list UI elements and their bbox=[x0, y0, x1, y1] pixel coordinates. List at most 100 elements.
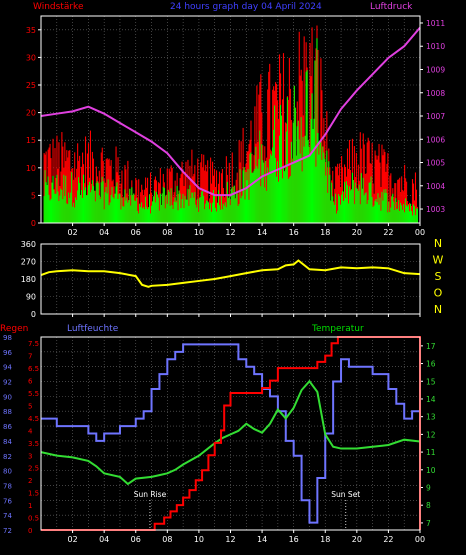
compass-label: W bbox=[433, 254, 444, 267]
wind-axis-title: Windstärke bbox=[33, 2, 84, 12]
humidity-y-tick-label: 72 bbox=[3, 527, 12, 535]
rain-y-tick-label: 3 bbox=[28, 452, 32, 460]
direction-y-tick-label: 0 bbox=[31, 310, 36, 319]
pressure-y-tick-label: 1009 bbox=[426, 65, 445, 74]
p1-x-tick-label: 20 bbox=[352, 228, 362, 237]
wind-y-tick-label: 30 bbox=[26, 53, 36, 62]
rain-y-tick-label: 6.5 bbox=[28, 365, 39, 373]
humidity-y-tick-label: 90 bbox=[3, 393, 12, 401]
humidity-axis-title: Luftfeuchte bbox=[67, 324, 119, 334]
humidity-y-tick-label: 82 bbox=[3, 453, 12, 461]
p3-x-tick-label: 16 bbox=[289, 535, 299, 544]
rain-axis-title: Regen bbox=[0, 324, 28, 334]
p1-x-tick-label: 06 bbox=[131, 228, 141, 237]
temperature-y-tick-label: 17 bbox=[426, 342, 436, 351]
wind-y-tick-label: 10 bbox=[26, 164, 36, 173]
humidity-y-tick-label: 96 bbox=[3, 349, 12, 357]
humidity-y-tick-label: 74 bbox=[3, 512, 12, 520]
p1-x-tick-label: 04 bbox=[99, 228, 109, 237]
p1-x-tick-label: 10 bbox=[194, 228, 204, 237]
p3-x-tick-label: 12 bbox=[225, 535, 235, 544]
pressure-y-tick-label: 1003 bbox=[426, 205, 445, 214]
compass-label: S bbox=[435, 270, 442, 283]
p1-x-tick-label: 00 bbox=[415, 228, 425, 237]
pressure-y-tick-label: 1011 bbox=[426, 19, 445, 28]
pressure-y-tick-label: 1010 bbox=[426, 42, 445, 51]
rain-y-tick-label: 7 bbox=[28, 353, 32, 361]
pressure-axis-title: Luftdruck bbox=[370, 2, 413, 12]
compass-label: N bbox=[434, 303, 442, 316]
rain-y-tick-label: 2.5 bbox=[28, 465, 39, 473]
rain-humidity-temperature-panel: 727476788082848688909294969800.511.522.5… bbox=[3, 334, 436, 544]
wind-pressure-panel: 0510152025303510031004100510061007100810… bbox=[26, 15, 445, 237]
pressure-y-tick-label: 1005 bbox=[426, 159, 445, 168]
temperature-line bbox=[40, 379, 421, 486]
humidity-y-tick-label: 94 bbox=[3, 364, 12, 372]
humidity-y-tick-label: 84 bbox=[3, 438, 12, 446]
rain-y-tick-label: 7.5 bbox=[28, 340, 39, 348]
rain-y-tick-label: 6 bbox=[28, 378, 33, 386]
humidity-y-tick-label: 88 bbox=[3, 408, 12, 416]
rain-y-tick-label: 4 bbox=[28, 427, 33, 435]
p1-x-tick-label: 14 bbox=[257, 228, 267, 237]
temperature-y-tick-label: 10 bbox=[426, 466, 436, 475]
temperature-axis-title: Temperatur bbox=[311, 324, 364, 334]
pressure-y-tick-label: 1004 bbox=[426, 182, 445, 191]
pressure-y-tick-label: 1006 bbox=[426, 135, 445, 144]
direction-y-tick-label: 270 bbox=[21, 258, 36, 267]
rain-y-tick-label: 5.5 bbox=[28, 390, 39, 398]
wind-direction-line bbox=[40, 259, 421, 288]
rain-y-tick-label: 0 bbox=[28, 527, 32, 535]
humidity-y-tick-label: 78 bbox=[3, 482, 12, 490]
p3-x-tick-label: 08 bbox=[162, 535, 172, 544]
temperature-y-tick-label: 8 bbox=[426, 501, 431, 510]
humidity-y-tick-label: 76 bbox=[3, 497, 12, 505]
temperature-y-tick-label: 13 bbox=[426, 413, 436, 422]
p1-x-tick-label: 08 bbox=[162, 228, 172, 237]
direction-y-tick-label: 360 bbox=[21, 240, 36, 249]
temperature-y-tick-label: 14 bbox=[426, 395, 436, 404]
rain-y-tick-label: 0.5 bbox=[28, 515, 39, 523]
rain-y-tick-label: 5 bbox=[28, 402, 32, 410]
rain-line bbox=[41, 336, 421, 531]
pressure-y-tick-label: 1007 bbox=[426, 112, 445, 121]
temperature-y-tick-label: 15 bbox=[426, 377, 436, 386]
humidity-y-tick-label: 86 bbox=[3, 423, 12, 431]
rain-y-tick-label: 4.5 bbox=[28, 415, 39, 423]
temperature-y-tick-label: 12 bbox=[426, 430, 436, 439]
rain-y-tick-label: 1.5 bbox=[28, 490, 39, 498]
humidity-y-tick-label: 80 bbox=[3, 468, 12, 476]
sun-marker-label: Sun Set bbox=[331, 490, 360, 499]
p3-x-tick-label: 04 bbox=[99, 535, 109, 544]
wind-y-tick-label: 15 bbox=[26, 136, 36, 145]
chart-title: 24 hours graph day 04 April 2024 bbox=[170, 2, 322, 12]
wind-y-tick-label: 35 bbox=[26, 26, 36, 35]
humidity-y-tick-label: 92 bbox=[3, 379, 12, 387]
rain-y-tick-label: 2 bbox=[28, 477, 32, 485]
p3-x-tick-label: 22 bbox=[383, 535, 393, 544]
direction-y-tick-label: 90 bbox=[26, 293, 36, 302]
p3-x-tick-label: 06 bbox=[131, 535, 141, 544]
p1-x-tick-label: 02 bbox=[67, 228, 77, 237]
direction-y-tick-label: 180 bbox=[21, 275, 36, 284]
p3-x-tick-label: 10 bbox=[194, 535, 204, 544]
p3-x-tick-label: 20 bbox=[352, 535, 362, 544]
pressure-line bbox=[40, 26, 421, 197]
p1-x-tick-label: 22 bbox=[383, 228, 393, 237]
p1-x-tick-label: 16 bbox=[289, 228, 299, 237]
temperature-y-tick-label: 16 bbox=[426, 360, 436, 369]
compass-label: O bbox=[434, 287, 443, 300]
p3-x-tick-label: 18 bbox=[320, 535, 330, 544]
wind-y-tick-label: 0 bbox=[31, 219, 36, 228]
wind-y-tick-label: 5 bbox=[31, 191, 36, 200]
rain-y-tick-label: 3.5 bbox=[28, 440, 39, 448]
p1-x-tick-label: 18 bbox=[320, 228, 330, 237]
temperature-y-tick-label: 11 bbox=[426, 448, 436, 457]
sun-marker-label: Sun Rise bbox=[134, 490, 167, 499]
p3-x-tick-label: 00 bbox=[415, 535, 425, 544]
rain-y-tick-label: 1 bbox=[28, 502, 32, 510]
temperature-y-tick-label: 9 bbox=[426, 484, 431, 493]
